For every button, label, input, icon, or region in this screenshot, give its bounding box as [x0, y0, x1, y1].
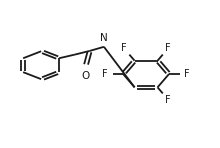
Text: F: F [121, 43, 127, 53]
Text: F: F [165, 43, 171, 53]
Text: F: F [102, 69, 108, 79]
Text: O: O [82, 71, 90, 81]
Text: F: F [184, 69, 190, 79]
Text: F: F [165, 95, 171, 105]
Text: N: N [100, 33, 108, 43]
